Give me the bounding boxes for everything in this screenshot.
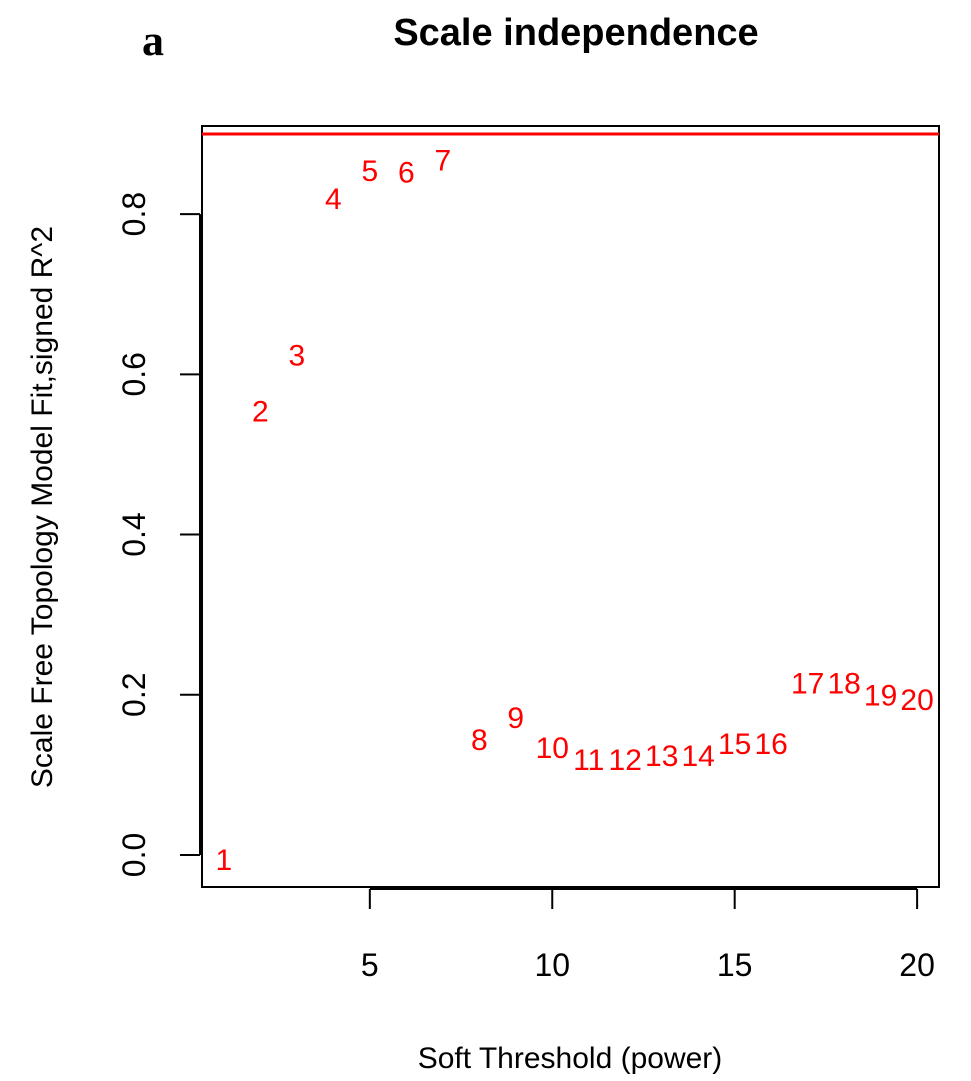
chart-title: Scale independence (393, 12, 758, 54)
point-label: 10 (536, 732, 569, 765)
y-tick-label: 0.2 (116, 673, 152, 717)
point-label: 2 (252, 395, 269, 428)
point-label: 20 (900, 684, 933, 717)
point-label: 17 (791, 668, 824, 701)
x-axis: 5 10 15 20 (361, 888, 935, 983)
plot-frame (201, 125, 940, 888)
point-label: 5 (361, 155, 378, 188)
x-tick-label: 20 (899, 947, 935, 983)
point-label: 11 (573, 744, 604, 777)
point-label: 18 (827, 668, 860, 701)
point-label: 8 (471, 724, 488, 757)
y-tick-label: 0.0 (116, 833, 152, 877)
y-tick-label: 0.8 (116, 192, 152, 236)
point-label: 4 (325, 183, 342, 216)
point-label: 1 (216, 844, 233, 877)
x-tick-label: 15 (717, 947, 753, 983)
point-label: 6 (398, 157, 415, 190)
point-label: 7 (434, 145, 451, 178)
point-label: 14 (682, 740, 715, 773)
panel-label: a (142, 16, 164, 65)
x-axis-label: Soft Threshold (power) (418, 1042, 723, 1075)
y-axis-label: Scale Free Topology Model Fit,signed R^2 (26, 226, 59, 788)
point-label: 3 (289, 339, 306, 372)
point-label: 15 (718, 728, 751, 761)
point-label: 9 (507, 702, 524, 735)
point-label: 12 (609, 744, 642, 777)
point-label: 16 (754, 728, 787, 761)
y-tick-label: 0.6 (116, 352, 152, 396)
y-axis: 0.0 0.2 0.4 0.6 0.8 (116, 192, 201, 877)
x-tick-label: 10 (534, 947, 570, 983)
x-tick-label: 5 (361, 947, 379, 983)
point-label: 19 (864, 680, 897, 713)
point-label: 13 (645, 740, 678, 773)
y-tick-label: 0.4 (116, 512, 152, 556)
